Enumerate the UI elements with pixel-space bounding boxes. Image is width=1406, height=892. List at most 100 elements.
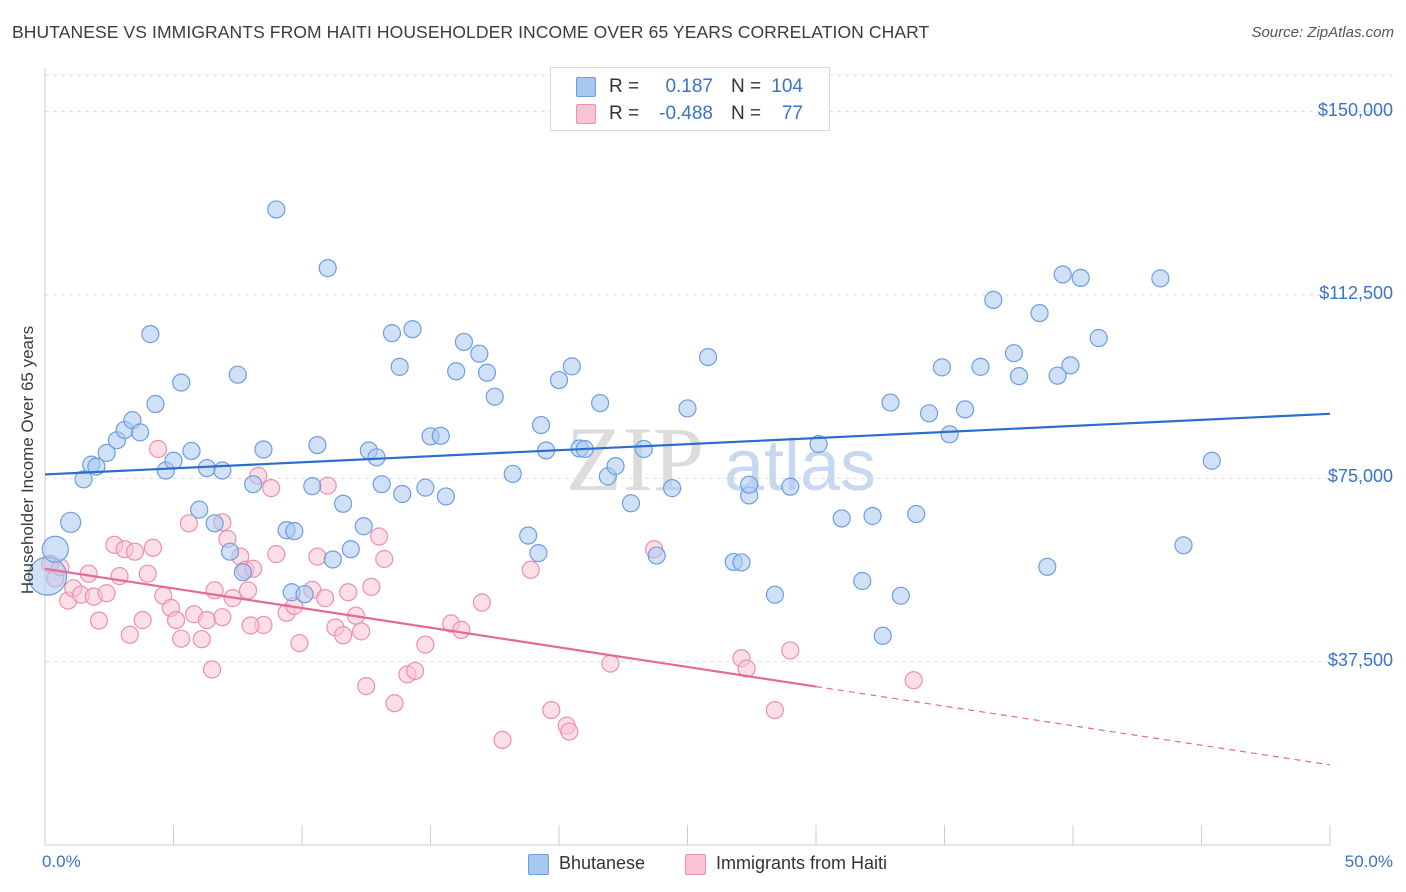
x-tick-label-min: 0.0% — [42, 852, 81, 871]
watermark-zip: ZIP — [566, 408, 704, 510]
data-point — [295, 585, 314, 604]
data-point — [267, 200, 286, 219]
swatch-bhutanese — [576, 77, 596, 97]
data-point — [308, 547, 327, 566]
axes — [44, 68, 1331, 846]
data-point — [454, 332, 474, 352]
data-point — [339, 583, 358, 602]
data-point — [390, 357, 409, 376]
x-tick-label-max: 50.0% — [1344, 852, 1393, 871]
r-value: 0.187 — [665, 76, 713, 97]
y-tick-label: $112,500 — [1319, 283, 1393, 303]
data-point — [955, 400, 975, 419]
data-point — [832, 509, 851, 528]
data-point — [290, 633, 309, 653]
data-point — [436, 487, 456, 506]
data-point — [447, 362, 466, 381]
data-point — [601, 654, 620, 673]
data-point — [1030, 303, 1049, 323]
data-point — [485, 387, 504, 406]
stats-row-haiti: R = -0.488 N = 77 — [551, 101, 829, 127]
data-point — [285, 522, 304, 541]
data-point — [477, 363, 497, 382]
data-point — [431, 426, 450, 445]
trend-line-extension — [815, 686, 1331, 766]
r-label: R = — [609, 76, 640, 97]
data-point — [164, 451, 183, 470]
data-point — [262, 479, 281, 498]
data-point — [698, 347, 718, 367]
data-point — [891, 586, 910, 605]
data-point — [519, 526, 538, 545]
data-point — [97, 443, 116, 463]
data-point — [662, 479, 682, 498]
data-point — [678, 399, 697, 418]
data-point — [765, 585, 784, 604]
n-value: 77 — [781, 103, 803, 124]
legend-swatch-haiti — [685, 854, 706, 875]
data-point — [74, 470, 93, 489]
data-point — [318, 259, 337, 278]
data-point — [765, 700, 784, 720]
data-point — [732, 553, 751, 572]
data-point — [591, 393, 610, 413]
data-point — [503, 464, 522, 484]
data-point — [385, 694, 404, 713]
data-point — [316, 589, 335, 608]
data-point — [89, 611, 109, 630]
data-point — [405, 661, 425, 681]
data-point — [562, 357, 581, 376]
data-point — [1009, 367, 1029, 386]
data-point — [303, 477, 322, 496]
series-immigrants-from-haiti — [41, 439, 923, 749]
legend-swatch-bhutanese — [528, 854, 549, 875]
data-point — [341, 540, 360, 559]
data-point — [521, 560, 540, 579]
data-point — [148, 439, 168, 459]
data-point — [470, 344, 489, 363]
data-point — [1174, 536, 1193, 555]
data-point — [244, 475, 263, 494]
n-label: N = — [731, 76, 762, 97]
legend-label-haiti: Immigrants from Haiti — [716, 853, 888, 873]
data-point — [41, 535, 69, 563]
data-point — [138, 564, 157, 583]
data-point — [192, 630, 211, 649]
data-point — [120, 625, 139, 644]
data-point — [549, 370, 569, 390]
watermark: ZIP atlas — [566, 408, 876, 510]
data-point — [984, 290, 1003, 309]
data-point — [873, 626, 892, 645]
data-point — [238, 581, 258, 600]
data-point — [781, 641, 800, 660]
data-point — [372, 475, 391, 494]
stats-row-bhutanese: R = 0.187 N = 104 — [551, 74, 829, 100]
data-point — [1038, 557, 1057, 576]
data-point — [254, 440, 273, 459]
data-point — [318, 476, 337, 495]
data-point — [213, 608, 232, 627]
data-point — [1151, 269, 1170, 288]
data-point — [141, 325, 160, 344]
data-point — [354, 517, 373, 536]
data-point — [182, 441, 201, 461]
data-point — [357, 677, 376, 696]
trend-line — [44, 567, 817, 688]
data-point — [1004, 344, 1023, 363]
data-point — [146, 394, 165, 414]
data-point — [233, 563, 252, 582]
data-point — [60, 511, 82, 533]
data-point — [606, 457, 625, 476]
data-point — [97, 584, 116, 603]
data-point — [166, 611, 186, 630]
data-point — [375, 549, 394, 569]
data-point — [370, 527, 389, 546]
data-point — [241, 616, 260, 635]
data-point — [932, 358, 952, 377]
data-point — [267, 545, 286, 564]
data-point — [1061, 356, 1080, 375]
data-point — [334, 626, 353, 645]
data-point — [172, 629, 191, 648]
data-point — [143, 538, 163, 557]
data-point — [781, 477, 800, 496]
